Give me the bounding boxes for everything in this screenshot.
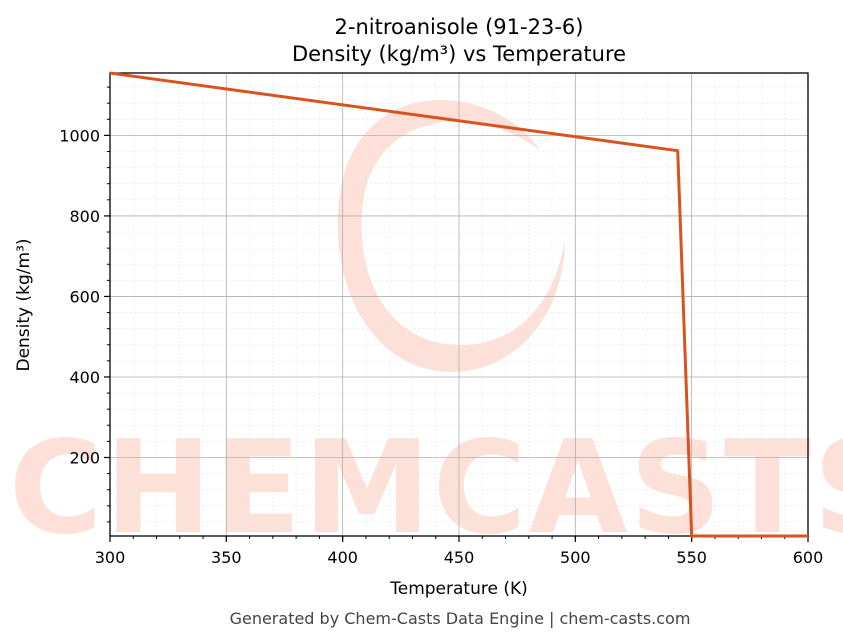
x-axis-label: Temperature (K)	[389, 579, 528, 599]
x-tick-label: 350	[211, 548, 242, 567]
chart-title: 2-nitroanisole (91-23-6)	[335, 15, 584, 39]
x-tick-label: 450	[444, 548, 475, 567]
watermark-swirl	[337, 100, 565, 372]
chart-subtitle: Density (kg/m³) vs Temperature	[292, 42, 626, 66]
x-tick-label: 400	[327, 548, 358, 567]
chemcasts-watermark: CHEMCASTS	[9, 100, 843, 563]
density-series-line	[109, 71, 808, 538]
footer-credit: Generated by Chem-Casts Data Engine | ch…	[230, 609, 691, 628]
y-tick-label: 400	[69, 368, 100, 387]
grid	[109, 73, 809, 536]
x-tick-label: 600	[793, 548, 824, 567]
axis-ticks: 300 350 400 450 500 550 600 200 400 600 800 1000	[59, 86, 824, 567]
y-tick-label: 800	[69, 207, 100, 226]
y-axis-label: Density (kg/m³)	[14, 238, 34, 371]
y-tick-label: 600	[69, 287, 100, 306]
x-tick-label: 550	[676, 548, 707, 567]
series-layer	[109, 71, 808, 538]
x-tick-label: 300	[95, 548, 126, 567]
watermark-text: CHEMCASTS	[9, 414, 843, 563]
x-tick-label: 500	[560, 548, 591, 567]
y-tick-label: 200	[69, 448, 100, 467]
y-tick-label: 1000	[59, 126, 100, 145]
